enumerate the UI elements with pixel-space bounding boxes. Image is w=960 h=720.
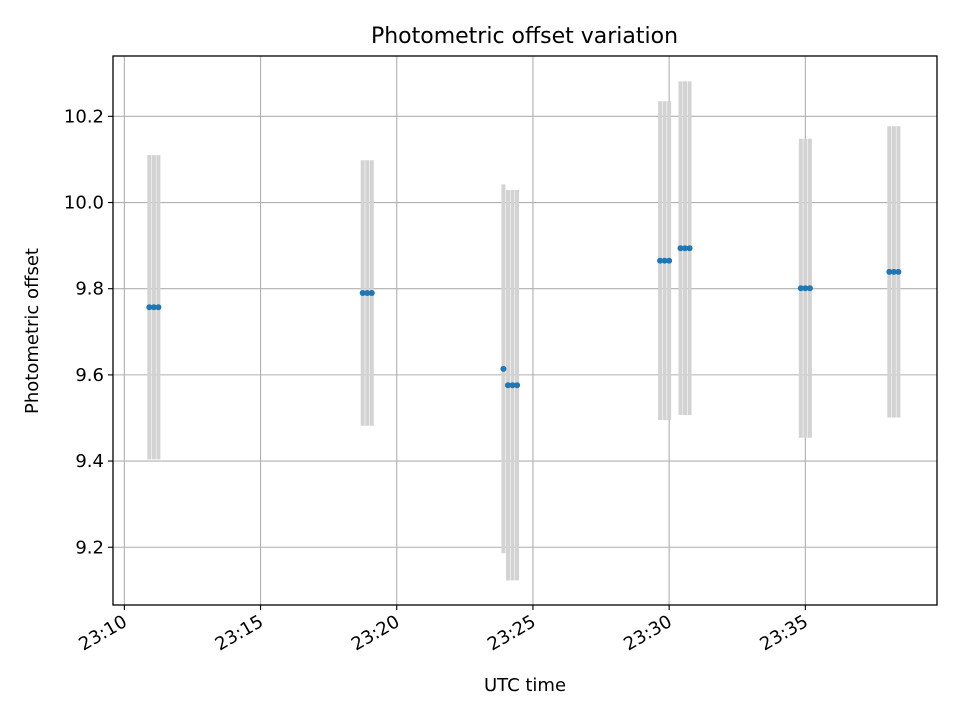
data-point bbox=[150, 304, 157, 311]
y-tick-label: 10.2 bbox=[64, 106, 104, 127]
data-point bbox=[364, 290, 371, 297]
x-tick-label: 23:15 bbox=[212, 611, 267, 655]
y-axis-ticks: 9.2 9.4 9.6 9.8 10.0 10.2 bbox=[64, 106, 113, 558]
error-bars bbox=[147, 81, 901, 581]
x-tick-label: 23:35 bbox=[756, 611, 811, 655]
data-point bbox=[666, 257, 673, 264]
x-tick-label: 23:10 bbox=[75, 611, 130, 655]
data-point bbox=[661, 257, 668, 264]
y-tick-label: 10.0 bbox=[64, 193, 104, 214]
data-point bbox=[802, 285, 809, 292]
data-point bbox=[509, 382, 516, 389]
x-tick-label: 23:20 bbox=[348, 611, 403, 655]
data-point bbox=[686, 245, 693, 252]
grid bbox=[113, 56, 937, 605]
plot-frame bbox=[112, 55, 938, 606]
data-point bbox=[146, 304, 153, 311]
data-point bbox=[368, 290, 375, 297]
y-tick-label: 9.4 bbox=[75, 451, 104, 472]
data-point bbox=[504, 382, 511, 389]
data-point bbox=[890, 268, 897, 275]
data-points bbox=[146, 245, 902, 389]
x-tick-label: 23:25 bbox=[484, 611, 539, 655]
x-axis-label: UTC time bbox=[484, 675, 566, 696]
data-point bbox=[806, 285, 813, 292]
data-point bbox=[797, 285, 804, 292]
data-point bbox=[886, 268, 893, 275]
chart-title: Photometric offset variation bbox=[371, 24, 678, 49]
y-tick-label: 9.8 bbox=[75, 279, 104, 300]
data-point bbox=[677, 245, 684, 252]
y-tick-label: 9.6 bbox=[75, 365, 104, 386]
data-point bbox=[682, 245, 689, 252]
data-point bbox=[514, 382, 521, 389]
y-tick-label: 9.2 bbox=[75, 537, 104, 558]
data-point bbox=[895, 268, 902, 275]
data-point bbox=[657, 257, 664, 264]
data-point bbox=[500, 365, 507, 372]
x-axis-ticks: 23:10 23:15 23:20 23:25 23:30 23:35 bbox=[75, 605, 812, 655]
data-point bbox=[359, 290, 366, 297]
y-axis-label: Photometric offset bbox=[22, 248, 43, 414]
x-tick-label: 23:30 bbox=[620, 611, 675, 655]
data-point bbox=[155, 304, 162, 311]
